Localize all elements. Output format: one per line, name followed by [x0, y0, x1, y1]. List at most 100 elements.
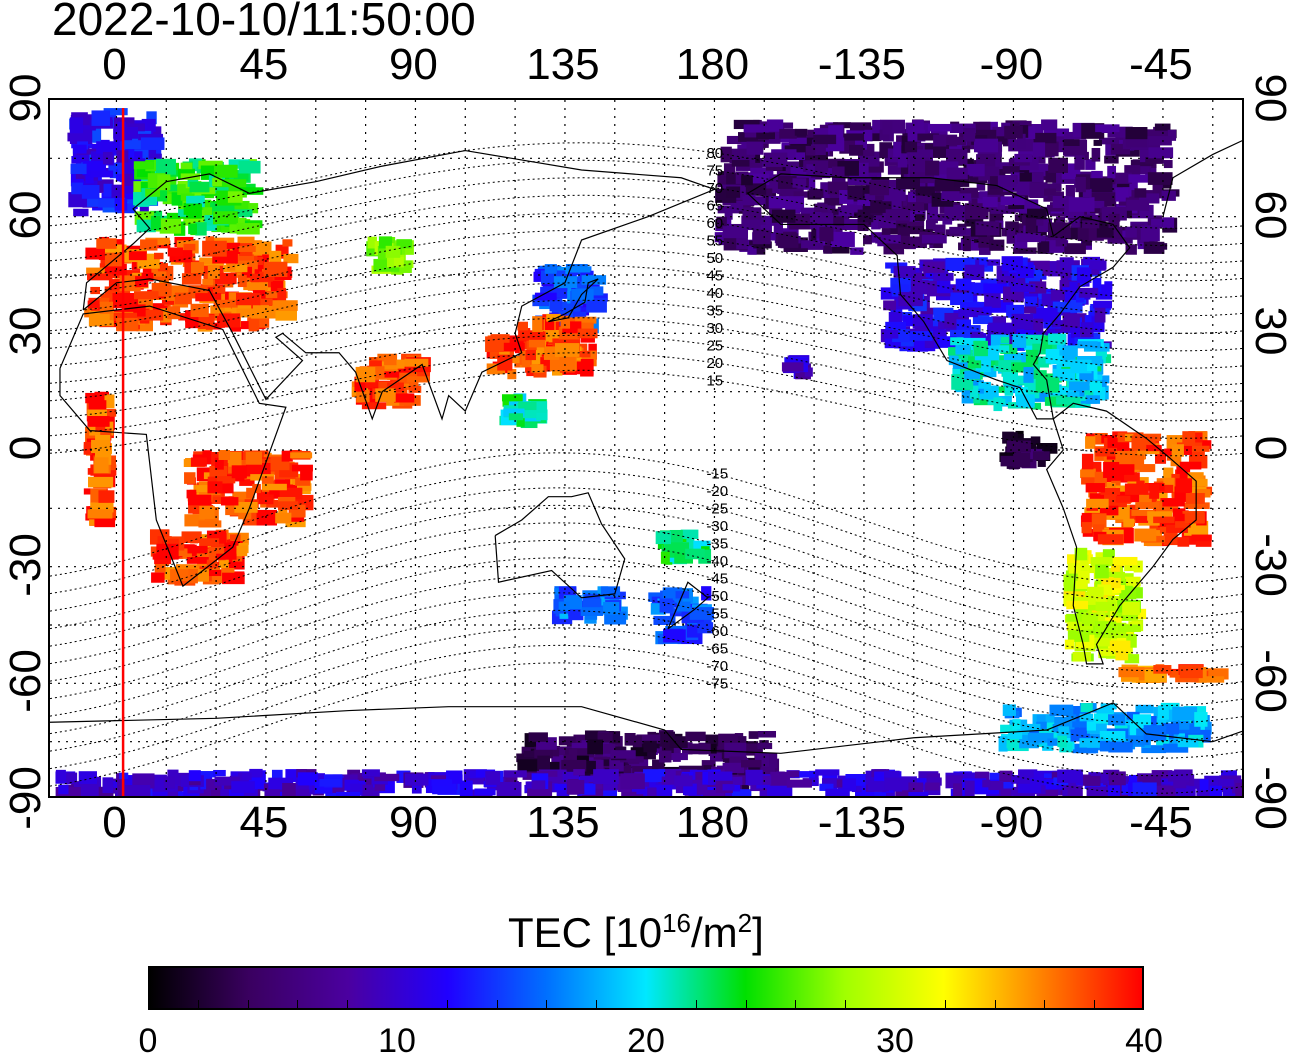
contour-label: 60 — [706, 215, 723, 232]
mlat-contour — [50, 487, 1242, 619]
colorbar-minor-tick — [496, 1000, 498, 1010]
contour-label: -50 — [706, 588, 728, 605]
coastline — [1045, 402, 1197, 665]
coastline — [548, 278, 599, 323]
right-lat-tick: -60 — [1246, 649, 1294, 714]
contour-label: 25 — [706, 337, 723, 354]
colorbar-minor-tick — [297, 1000, 299, 1010]
colorbar-tick-label: 20 — [627, 1022, 665, 1060]
tec-map: 80 75 70 65 60 55 50 45 40 35 30 25 20 15 -15 -20 -25 -30… — [48, 98, 1244, 798]
colorbar-minor-tick — [994, 1000, 996, 1010]
contour-label: -20 — [706, 483, 728, 500]
contour-label: 50 — [706, 250, 723, 267]
mlat-contour — [50, 522, 1242, 654]
tec-region-south-atlantic — [1118, 664, 1229, 684]
left-lat-tick: 90 — [1, 73, 50, 123]
tec-region-ecuador — [999, 430, 1058, 470]
contour-label: -75 — [706, 676, 728, 693]
right-lat-tick: -30 — [1246, 532, 1294, 597]
tec-region-scandinavia — [133, 158, 264, 236]
mlat-contour — [50, 352, 1242, 439]
colorbar-tick-label: 10 — [378, 1022, 416, 1060]
mlat-contour — [50, 557, 1242, 689]
contour-label: 30 — [706, 320, 723, 337]
contour-label: -45 — [706, 571, 728, 588]
top-lon-tick: -45 — [1129, 40, 1193, 89]
tec-region-africa-south — [149, 529, 249, 586]
mlat-contour — [50, 212, 1242, 299]
contour-label: 40 — [706, 285, 723, 302]
bottom-lon-tick: -45 — [1129, 798, 1193, 847]
colorbar-tick-label: 0 — [138, 1022, 158, 1060]
coastline — [59, 305, 287, 588]
contour-label: 20 — [706, 355, 723, 372]
coastline — [747, 173, 1131, 420]
mlat-contour — [50, 194, 1242, 282]
tec-region-australia-south — [551, 586, 628, 625]
contour-label: 35 — [706, 302, 723, 319]
colorbar-minor-tick — [596, 1000, 598, 1010]
mlat-contour — [50, 299, 1242, 387]
left-lat-tick: 60 — [1, 190, 50, 240]
colorbar-minor-tick — [247, 1000, 249, 1010]
colorbar-minor-tick — [197, 1000, 199, 1010]
top-lon-tick: -135 — [817, 40, 906, 89]
mlat-contour — [50, 644, 1242, 777]
bottom-lon-tick: -90 — [979, 798, 1044, 847]
bottom-lon-tick: 90 — [388, 798, 438, 847]
colorbar-minor-tick — [795, 1000, 797, 1010]
right-lat-tick: -90 — [1246, 766, 1294, 830]
tec-region-india — [351, 353, 431, 410]
mlat-contour — [50, 627, 1242, 759]
mlat-contour — [50, 592, 1242, 724]
contour-label: 65 — [706, 197, 723, 214]
mlat-contour — [50, 317, 1242, 404]
contour-label: 55 — [706, 232, 723, 249]
tec-region-africa-scatter — [183, 450, 314, 528]
tec-region-hawaii — [781, 355, 813, 380]
colorbar-minor-tick — [745, 1000, 747, 1010]
colorbar-title: TEC [1016/m2] — [508, 908, 764, 956]
contour-label: -55 — [706, 606, 728, 623]
top-lon-tick: 45 — [239, 40, 289, 89]
magnetic-latitude-contours — [50, 142, 1242, 794]
colorbar-tick-label: 30 — [876, 1022, 914, 1060]
mlat-contour — [50, 334, 1242, 422]
coastline — [494, 492, 626, 599]
coastline — [667, 581, 709, 630]
mlat-contour — [50, 469, 1242, 602]
tec-region-pacific-islands — [655, 529, 712, 565]
tec-region-argentina — [1063, 547, 1147, 664]
tec-region-layer — [55, 108, 1242, 796]
contour-label: -30 — [706, 518, 728, 535]
colorbar-minor-tick — [944, 1000, 946, 1010]
top-lon-tick: 135 — [526, 40, 600, 89]
contour-label: -60 — [706, 623, 728, 640]
left-lat-tick: 0 — [1, 435, 50, 461]
tec-region-brazil — [1080, 431, 1213, 547]
tec-colorbar — [148, 966, 1144, 1010]
contour-label: 75 — [706, 162, 723, 179]
contour-label: -15 — [706, 466, 728, 483]
left-lat-tick: -30 — [1, 532, 50, 597]
timestamp-title: 2022-10-10/11:50:00 — [52, 0, 476, 45]
contour-label: 70 — [706, 180, 723, 197]
right-lat-tick: 90 — [1246, 73, 1294, 123]
mlat-contour — [50, 369, 1242, 457]
coastline — [1162, 140, 1242, 217]
tec-region-north-america — [714, 119, 1180, 255]
mlat-contour — [50, 142, 1242, 229]
contour-label: -25 — [706, 501, 728, 518]
left-lat-tick: 30 — [1, 306, 50, 356]
colorbar-minor-tick — [1044, 1000, 1046, 1010]
colorbar-minor-tick — [347, 1000, 349, 1010]
coastline — [82, 149, 717, 421]
mlat-contour — [50, 662, 1242, 794]
contour-label: 15 — [706, 372, 723, 389]
tec-region-antarctic-ring — [55, 768, 1242, 796]
mlat-contour — [50, 539, 1242, 672]
top-lon-tick: -90 — [979, 40, 1044, 89]
bottom-lon-tick: -135 — [817, 798, 906, 847]
right-lat-tick: 0 — [1246, 435, 1294, 461]
